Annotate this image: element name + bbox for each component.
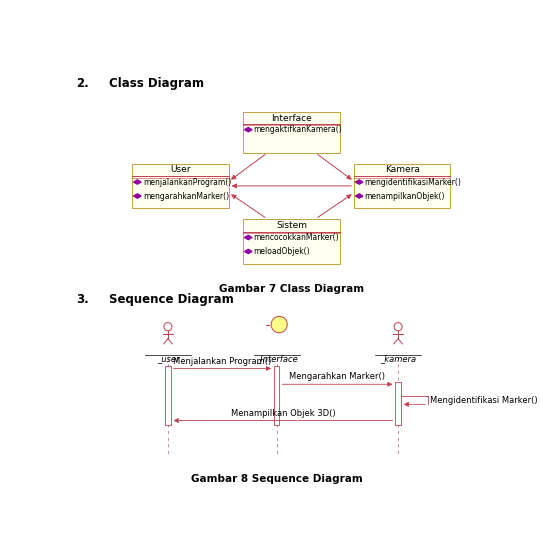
- Text: mengidentifikasiMarker(): mengidentifikasiMarker(): [364, 177, 462, 187]
- Text: Class Diagram: Class Diagram: [109, 77, 204, 90]
- Text: menjalankanProgram(): menjalankanProgram(): [143, 177, 231, 187]
- Bar: [165, 366, 171, 425]
- Text: mengarahkanMarker(): mengarahkanMarker(): [143, 192, 229, 201]
- Text: Mengidentifikasi Marker(): Mengidentifikasi Marker(): [430, 396, 538, 404]
- Text: 3.: 3.: [76, 294, 89, 306]
- Polygon shape: [245, 235, 252, 240]
- Text: Sequence Diagram: Sequence Diagram: [109, 294, 234, 306]
- Polygon shape: [355, 194, 363, 198]
- Text: User: User: [170, 165, 191, 175]
- FancyBboxPatch shape: [243, 112, 340, 153]
- Circle shape: [271, 316, 287, 333]
- Polygon shape: [133, 194, 141, 198]
- Text: meloadObjek(): meloadObjek(): [254, 247, 310, 256]
- Polygon shape: [245, 249, 252, 254]
- Text: mengaktifkanKamera(): mengaktifkanKamera(): [254, 125, 342, 134]
- Text: menampilkanObjek(): menampilkanObjek(): [364, 192, 445, 201]
- Text: 2.: 2.: [76, 77, 89, 90]
- Text: Menampilkan Objek 3D(): Menampilkan Objek 3D(): [231, 408, 335, 418]
- Text: Gambar 7 Class Diagram: Gambar 7 Class Diagram: [219, 284, 364, 294]
- Text: Kamera: Kamera: [385, 165, 420, 175]
- Bar: [395, 382, 401, 425]
- Text: Interface: Interface: [271, 114, 312, 122]
- Text: Sistem: Sistem: [276, 220, 307, 230]
- FancyBboxPatch shape: [243, 219, 340, 264]
- Polygon shape: [133, 180, 141, 184]
- Text: Gambar 8 Sequence Diagram: Gambar 8 Sequence Diagram: [191, 474, 363, 484]
- FancyBboxPatch shape: [132, 163, 228, 208]
- Text: Menjalankan Program(): Menjalankan Program(): [173, 357, 272, 366]
- Text: mencocokkanMarker(): mencocokkanMarker(): [254, 233, 339, 242]
- Text: _Interface: _Interface: [256, 355, 298, 363]
- Text: _user: _user: [157, 355, 179, 363]
- Polygon shape: [355, 180, 363, 184]
- Polygon shape: [245, 127, 252, 132]
- Text: _kamera: _kamera: [380, 355, 416, 363]
- FancyBboxPatch shape: [354, 163, 450, 208]
- Bar: [274, 366, 280, 425]
- Text: Mengarahkan Marker(): Mengarahkan Marker(): [289, 372, 386, 381]
